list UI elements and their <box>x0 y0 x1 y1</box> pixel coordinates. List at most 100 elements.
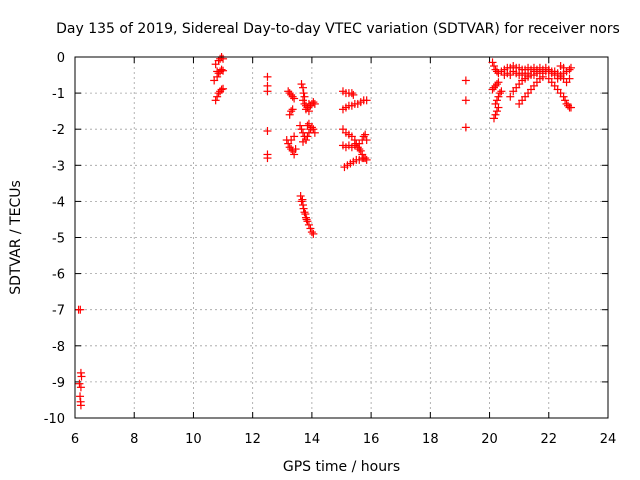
data-point <box>304 107 313 116</box>
data-point <box>307 228 316 237</box>
data-point <box>461 96 470 105</box>
chart-title: Day 135 of 2019, Sidereal Day-to-day VTE… <box>56 21 620 37</box>
data-point <box>263 72 272 81</box>
y-tick-label: -6 <box>52 268 65 283</box>
data-point <box>310 99 319 108</box>
x-tick-label: 16 <box>363 432 380 447</box>
data-point <box>494 103 503 112</box>
data-point <box>494 92 503 101</box>
data-point <box>362 155 371 164</box>
data-point <box>497 87 506 96</box>
data-point <box>219 84 228 93</box>
data-point <box>298 195 307 204</box>
data-point <box>347 89 356 98</box>
data-points <box>74 53 575 410</box>
data-point <box>290 132 299 141</box>
x-tick-label: 24 <box>600 432 617 447</box>
x-tick-label: 6 <box>71 432 79 447</box>
data-point <box>263 154 272 163</box>
data-point <box>219 54 228 63</box>
data-point <box>296 191 305 200</box>
data-point <box>75 379 84 388</box>
data-point <box>362 96 371 105</box>
data-point <box>299 204 308 213</box>
data-point <box>349 90 358 99</box>
data-point <box>217 65 226 74</box>
data-point <box>559 92 568 101</box>
x-tick-label: 14 <box>304 432 321 447</box>
x-axis-label: GPS time / hours <box>283 459 400 475</box>
data-point <box>491 110 500 119</box>
y-tick-label: -10 <box>44 412 65 427</box>
data-point <box>290 150 299 159</box>
data-point <box>300 92 309 101</box>
data-point <box>310 128 319 137</box>
data-point <box>263 87 272 96</box>
x-tick-label: 8 <box>130 432 138 447</box>
data-point <box>304 220 313 229</box>
data-point <box>303 132 312 141</box>
data-point <box>309 125 318 134</box>
x-tick-label: 22 <box>541 432 558 447</box>
data-point <box>76 305 85 314</box>
data-point <box>306 224 315 233</box>
x-tick-label: 12 <box>244 432 261 447</box>
y-tick-label: -7 <box>52 304 65 319</box>
data-point <box>299 96 308 105</box>
data-point <box>290 94 299 103</box>
data-point <box>506 92 515 101</box>
data-point <box>489 62 498 71</box>
y-tick-label: -4 <box>52 195 65 210</box>
data-point <box>302 215 311 224</box>
data-point <box>76 383 85 392</box>
y-axis-label: SDTVAR / TECUs <box>8 180 24 295</box>
data-point <box>488 58 497 67</box>
y-tick-label: -5 <box>52 232 65 247</box>
data-point <box>494 78 503 87</box>
data-point <box>566 103 575 112</box>
data-point <box>303 121 312 130</box>
data-point <box>350 141 359 150</box>
data-point <box>495 89 504 98</box>
y-tick-label: -2 <box>52 123 65 138</box>
y-tick-label: 0 <box>57 51 65 66</box>
data-point <box>213 92 222 101</box>
plot-frame <box>74 56 609 419</box>
data-point <box>561 96 570 105</box>
data-point <box>565 74 574 83</box>
data-point <box>565 65 574 74</box>
data-point <box>566 63 575 72</box>
data-point <box>210 76 219 85</box>
data-point <box>285 110 294 119</box>
data-point <box>296 121 305 130</box>
data-point <box>297 125 306 134</box>
data-point <box>362 136 371 145</box>
data-point <box>76 401 85 410</box>
data-point <box>524 72 533 81</box>
data-point <box>356 146 365 155</box>
data-point <box>303 217 312 226</box>
data-point <box>361 130 370 139</box>
data-point <box>288 92 297 101</box>
data-point <box>461 123 470 132</box>
data-point <box>217 85 226 94</box>
data-point <box>219 66 228 75</box>
data-point <box>288 105 297 114</box>
axis-ticks: 6 8 10 12 14 16 18 20 22 24 0 -1 -2 -3 -4 -5 -6 -7 -8 -9 -10 <box>44 51 617 447</box>
data-point <box>263 127 272 136</box>
y-tick-label: -9 <box>52 376 65 391</box>
x-tick-label: 20 <box>481 432 498 447</box>
data-point <box>492 80 501 89</box>
data-point <box>77 372 86 381</box>
x-tick-label: 10 <box>185 432 202 447</box>
data-point <box>297 197 306 206</box>
data-point <box>309 98 318 107</box>
data-point <box>538 72 547 81</box>
data-point <box>489 114 498 123</box>
data-point <box>492 107 501 116</box>
data-point <box>211 96 220 105</box>
y-tick-label: -3 <box>52 159 65 174</box>
data-point <box>299 89 308 98</box>
x-tick-label: 18 <box>422 432 439 447</box>
